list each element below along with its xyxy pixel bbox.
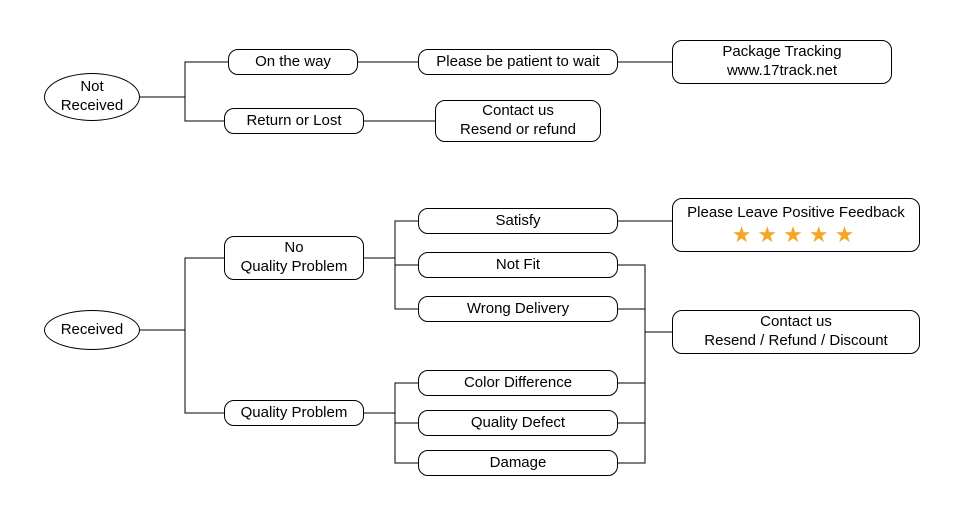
edge xyxy=(364,221,418,258)
edge xyxy=(395,413,418,463)
node-label: Resend or refund xyxy=(460,121,576,140)
node-label: No xyxy=(284,239,303,258)
node-contact-all: Contact us Resend / Refund / Discount xyxy=(672,310,920,354)
node-label: Please be patient to wait xyxy=(436,53,599,72)
edge xyxy=(140,62,228,97)
node-label: Received xyxy=(61,97,124,116)
edge xyxy=(618,332,645,383)
edge xyxy=(395,258,418,265)
node-on-the-way: On the way xyxy=(228,49,358,75)
node-label: Contact us xyxy=(482,102,554,121)
node-damage: Damage xyxy=(418,450,618,476)
node-wrong-delivery: Wrong Delivery xyxy=(418,296,618,322)
edge xyxy=(185,97,224,121)
node-label: Package Tracking xyxy=(722,43,841,62)
node-positive-feedback: Please Leave Positive Feedback ★★★★★ xyxy=(672,198,920,252)
node-label: Return or Lost xyxy=(246,112,341,131)
edge xyxy=(395,413,418,423)
node-satisfy: Satisfy xyxy=(418,208,618,234)
node-label: Quality Problem xyxy=(241,258,348,277)
edge xyxy=(185,330,224,413)
node-received: Received xyxy=(44,310,140,350)
node-package-tracking: Package Tracking www.17track.net xyxy=(672,40,892,84)
node-label: Not xyxy=(80,78,103,97)
node-label: Not Fit xyxy=(496,256,540,275)
node-please-wait: Please be patient to wait xyxy=(418,49,618,75)
node-quality-problem: Quality Problem xyxy=(224,400,364,426)
node-contact-resend: Contact us Resend or refund xyxy=(435,100,601,142)
flowchart-canvas: Not Received On the way Return or Lost P… xyxy=(0,0,960,513)
star-rating-icon: ★★★★★ xyxy=(732,224,861,246)
node-label: Satisfy xyxy=(495,212,540,231)
edge xyxy=(140,258,224,330)
node-label: On the way xyxy=(255,53,331,72)
node-return-or-lost: Return or Lost xyxy=(224,108,364,134)
node-label: Quality Problem xyxy=(241,404,348,423)
edge xyxy=(618,265,672,332)
edge xyxy=(395,258,418,309)
node-not-fit: Not Fit xyxy=(418,252,618,278)
node-label: Please Leave Positive Feedback xyxy=(687,204,905,223)
node-label: Resend / Refund / Discount xyxy=(704,332,887,351)
node-label: Quality Defect xyxy=(471,414,565,433)
node-color-difference: Color Difference xyxy=(418,370,618,396)
node-quality-defect: Quality Defect xyxy=(418,410,618,436)
node-label: www.17track.net xyxy=(727,62,837,81)
edge xyxy=(364,383,418,413)
node-label: Wrong Delivery xyxy=(467,300,569,319)
node-no-quality-problem: No Quality Problem xyxy=(224,236,364,280)
node-not-received: Not Received xyxy=(44,73,140,121)
node-label: Contact us xyxy=(760,313,832,332)
node-label: Received xyxy=(61,321,124,340)
edge xyxy=(618,332,645,463)
node-label: Damage xyxy=(490,454,547,473)
node-label: Color Difference xyxy=(464,374,572,393)
